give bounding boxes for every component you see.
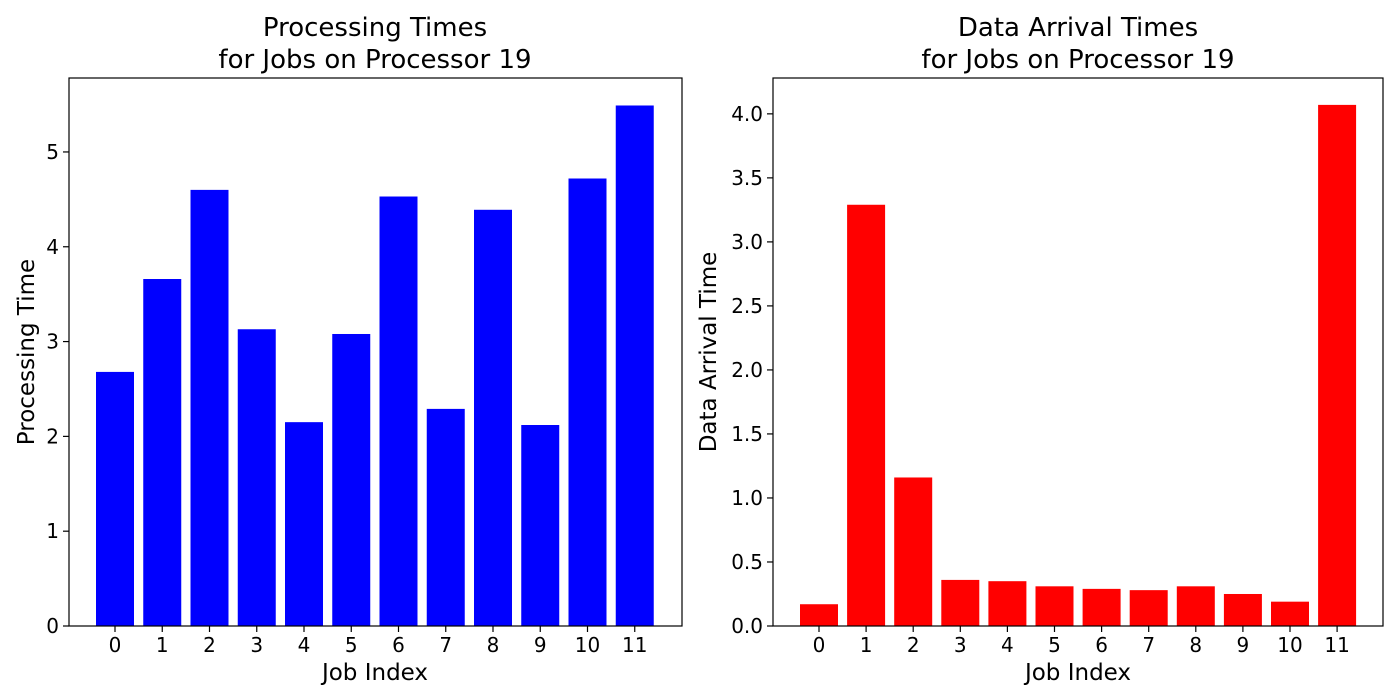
- x-tick-label: 11: [622, 633, 647, 657]
- x-tick-label: 9: [1237, 633, 1250, 657]
- x-tick-label: 11: [1324, 633, 1349, 657]
- bar-job-5: [332, 333, 371, 626]
- plot-frame: [772, 77, 1384, 627]
- y-tick-label: 3.5: [731, 166, 763, 190]
- x-tick-label: 0: [109, 633, 122, 657]
- y-tick-label: 4.0: [731, 102, 763, 126]
- x-axis-label: Job Index: [320, 660, 428, 686]
- bar-job-3: [941, 579, 980, 626]
- y-tick-label: 2: [46, 424, 59, 448]
- y-tick-label: 3: [46, 330, 59, 354]
- x-tick-label: 9: [534, 633, 547, 657]
- y-axis-ticks: 0 1 2 3 4 5: [46, 140, 69, 638]
- bar-job-11: [615, 105, 654, 627]
- bar-job-1: [143, 279, 182, 626]
- x-tick-label: 4: [1001, 633, 1014, 657]
- bar-job-10: [568, 178, 607, 626]
- bar-job-2: [190, 189, 229, 626]
- data-arrival-times-chart: Data Arrival Times for Jobs on Processor…: [696, 13, 1384, 686]
- y-tick-label: 0: [46, 614, 59, 638]
- x-tick-label: 3: [250, 633, 263, 657]
- x-tick-label: 0: [813, 633, 826, 657]
- bar-series: [800, 104, 1357, 626]
- bar-job-0: [96, 371, 134, 626]
- x-axis-ticks: 0 1 2 3 4 5 6 7 8 9 10 11: [109, 626, 647, 657]
- x-tick-label: 6: [392, 633, 405, 657]
- x-tick-label: 10: [1277, 633, 1302, 657]
- bar-job-4: [285, 422, 323, 626]
- x-tick-label: 7: [439, 633, 452, 657]
- y-tick-label: 1.0: [731, 486, 763, 510]
- bar-job-6: [1082, 588, 1121, 626]
- x-tick-label: 6: [1095, 633, 1108, 657]
- x-tick-label: 1: [156, 633, 169, 657]
- x-tick-label: 2: [907, 633, 920, 657]
- plot-frame: [68, 77, 683, 627]
- bar-job-8: [1176, 586, 1215, 626]
- chart-title-line-1: Data Arrival Times: [958, 13, 1198, 43]
- bar-job-2: [894, 477, 933, 626]
- y-tick-label: 0.5: [731, 550, 763, 574]
- bar-job-5: [1035, 586, 1074, 626]
- x-tick-label: 8: [487, 633, 500, 657]
- bar-job-6: [379, 196, 418, 626]
- y-axis-label: Processing Time: [14, 259, 40, 445]
- y-axis-label: Data Arrival Time: [696, 252, 722, 453]
- bar-job-1: [847, 204, 886, 626]
- chart-title-line-2: for Jobs on Processor 19: [218, 45, 531, 75]
- x-tick-label: 7: [1142, 633, 1155, 657]
- x-tick-label: 10: [575, 633, 600, 657]
- bar-job-4: [988, 581, 1027, 626]
- y-axis-ticks: 0.0 0.5 1.0 1.5 2.0 2.5 3.0 3.5 4.0: [731, 102, 773, 638]
- x-tick-label: 2: [203, 633, 216, 657]
- x-tick-label: 3: [954, 633, 967, 657]
- bar-job-9: [521, 425, 560, 626]
- bar-job-7: [1129, 590, 1168, 626]
- bar-series: [96, 105, 654, 627]
- x-tick-label: 5: [345, 633, 358, 657]
- x-tick-label: 5: [1048, 633, 1061, 657]
- y-tick-label: 4: [46, 235, 59, 259]
- x-tick-label: 8: [1189, 633, 1202, 657]
- chart-title-line-2: for Jobs on Processor 19: [921, 45, 1234, 75]
- bar-job-7: [426, 408, 465, 626]
- y-tick-label: 2.0: [731, 358, 763, 382]
- y-tick-label: 0.0: [731, 614, 763, 638]
- bar-job-3: [237, 329, 276, 626]
- processing-times-chart: Processing Times for Jobs on Processor 1…: [14, 13, 683, 686]
- x-axis-ticks: 0 1 2 3 4 5 6 7 8 9 10 11: [813, 626, 1350, 657]
- bar-job-10: [1271, 601, 1309, 626]
- y-tick-label: 5: [46, 140, 59, 164]
- y-tick-label: 1.5: [731, 422, 763, 446]
- y-tick-label: 2.5: [731, 294, 763, 318]
- y-tick-label: 3.0: [731, 230, 763, 254]
- bar-job-0: [800, 604, 838, 626]
- x-tick-label: 1: [860, 633, 873, 657]
- x-tick-label: 4: [298, 633, 311, 657]
- chart-title-line-1: Processing Times: [263, 13, 487, 43]
- y-tick-label: 1: [46, 519, 59, 543]
- bar-job-9: [1223, 593, 1262, 626]
- bar-job-8: [474, 209, 512, 627]
- x-axis-label: Job Index: [1023, 660, 1131, 686]
- bar-job-11: [1318, 104, 1357, 626]
